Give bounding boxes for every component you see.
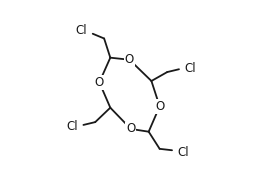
Text: O: O: [155, 100, 164, 113]
Text: O: O: [126, 122, 135, 135]
Text: Cl: Cl: [76, 24, 87, 37]
Text: Cl: Cl: [66, 120, 78, 133]
Text: Cl: Cl: [177, 146, 189, 159]
Text: Cl: Cl: [184, 62, 196, 75]
Text: O: O: [95, 76, 104, 89]
Text: O: O: [125, 53, 134, 66]
